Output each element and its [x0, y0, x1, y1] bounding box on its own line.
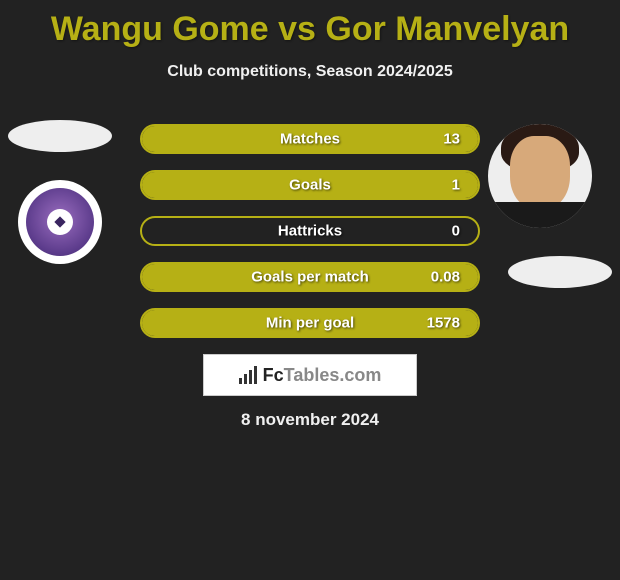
stats-container: Matches 13 Goals 1 Hattricks 0 Goals per… — [140, 124, 480, 354]
stat-label: Matches — [280, 131, 340, 148]
stat-value: 1578 — [427, 315, 460, 332]
club-badge-inner — [26, 188, 94, 256]
brand-suffix: Tables.com — [284, 365, 382, 385]
stat-value: 13 — [443, 131, 460, 148]
subtitle: Club competitions, Season 2024/2025 — [0, 63, 620, 81]
source-logo-text: FcTables.com — [263, 365, 382, 386]
stat-value: 0.08 — [431, 269, 460, 286]
brand-prefix: Fc — [263, 365, 284, 385]
source-logo: FcTables.com — [203, 354, 417, 396]
stat-value: 1 — [452, 177, 460, 194]
stat-row-hattricks: Hattricks 0 — [140, 216, 480, 246]
stat-value: 0 — [452, 223, 460, 240]
right-player-photo — [488, 124, 592, 228]
stat-label: Goals per match — [251, 269, 369, 286]
stat-row-goals-per-match: Goals per match 0.08 — [140, 262, 480, 292]
left-player-country-flag — [8, 120, 112, 152]
stat-row-min-per-goal: Min per goal 1578 — [140, 308, 480, 338]
stat-row-matches: Matches 13 — [140, 124, 480, 154]
football-icon — [47, 209, 73, 235]
stat-label: Hattricks — [278, 223, 342, 240]
right-player-country-flag — [508, 256, 612, 288]
bar-chart-icon — [239, 366, 257, 384]
left-player-club-badge — [18, 180, 102, 264]
page-title: Wangu Gome vs Gor Manvelyan — [0, 0, 620, 49]
stat-label: Min per goal — [266, 315, 354, 332]
stat-label: Goals — [289, 177, 331, 194]
publish-date: 8 november 2024 — [241, 410, 379, 430]
stat-row-goals: Goals 1 — [140, 170, 480, 200]
